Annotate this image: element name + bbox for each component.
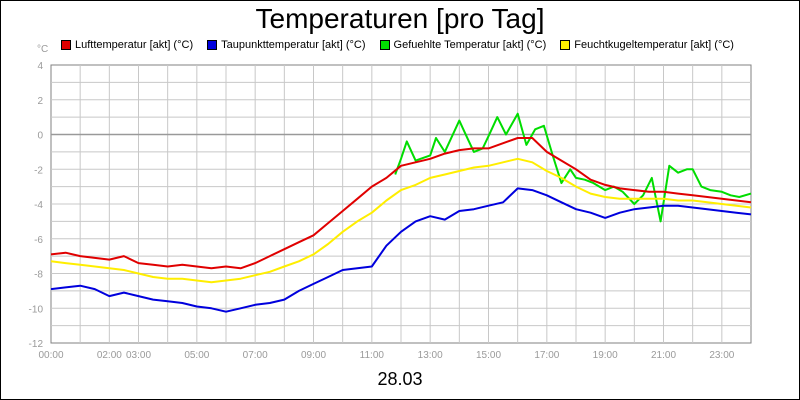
legend-label-feuchtkugeltemperatur: Feuchtkugeltemperatur [akt] (°C) <box>574 39 734 51</box>
legend: Lufttemperatur [akt] (°C) Taupunkttemper… <box>61 39 734 51</box>
y-tick-label: -10 <box>29 304 44 315</box>
legend-item-taupunkttemperatur: Taupunkttemperatur [akt] (°C) <box>207 39 366 51</box>
series-line-taupunkttemperatur <box>50 187 752 313</box>
x-tick-label: 03:00 <box>126 350 151 361</box>
legend-item-feuchtkugeltemperatur: Feuchtkugeltemperatur [akt] (°C) <box>560 39 734 51</box>
y-tick-label: 4 <box>37 61 43 72</box>
y-tick-label: 0 <box>37 131 43 142</box>
x-tick-label: 05:00 <box>184 350 209 361</box>
legend-label-gefuehlte-temperatur: Gefuehlte Temperatur [akt] (°C) <box>393 39 547 51</box>
y-tick-label: -12 <box>29 339 44 350</box>
x-tick-label: 02:00 <box>97 350 122 361</box>
x-tick-label: 21:00 <box>651 350 676 361</box>
series-lines <box>50 112 752 313</box>
series-line-lufttemperatur <box>50 137 752 270</box>
legend-item-lufttemperatur: Lufttemperatur [akt] (°C) <box>61 39 193 51</box>
legend-swatch-taupunkttemperatur <box>207 40 218 50</box>
legend-item-gefuehlte-temperatur: Gefuehlte Temperatur [akt] (°C) <box>379 39 547 51</box>
x-tick-label: 09:00 <box>301 350 326 361</box>
series-line-gefuehlte-temperatur <box>394 112 752 223</box>
y-tick-label: -2 <box>34 165 43 176</box>
x-tick-label: 13:00 <box>418 350 443 361</box>
legend-label-taupunkttemperatur: Taupunkttemperatur [akt] (°C) <box>221 39 366 51</box>
legend-swatch-lufttemperatur <box>61 40 71 50</box>
y-axis-unit: °C <box>37 44 48 55</box>
date-label: 28.03 <box>377 369 423 389</box>
series-line-feuchtkugeltemperatur <box>50 157 752 284</box>
legend-label-lufttemperatur: Lufttemperatur [akt] (°C) <box>75 39 194 51</box>
y-tick-label: -4 <box>34 200 43 211</box>
y-tick-label: -6 <box>34 235 43 246</box>
chart-title: Temperaturen [pro Tag] <box>255 3 545 34</box>
x-tick-label: 00:00 <box>38 350 63 361</box>
legend-swatch-gefuehlte-temperatur <box>379 40 390 50</box>
x-tick-label: 11:00 <box>360 350 385 361</box>
y-tick-label: 2 <box>37 96 43 107</box>
x-tick-label: 15:00 <box>476 350 501 361</box>
x-tick-label: 23:00 <box>709 350 734 361</box>
x-tick-label: 07:00 <box>243 350 268 361</box>
legend-swatch-feuchtkugeltemperatur <box>560 40 571 50</box>
x-tick-label: 19:00 <box>593 350 618 361</box>
y-tick-label: -8 <box>34 270 43 281</box>
grid <box>51 65 751 343</box>
x-tick-label: 17:00 <box>534 350 559 361</box>
